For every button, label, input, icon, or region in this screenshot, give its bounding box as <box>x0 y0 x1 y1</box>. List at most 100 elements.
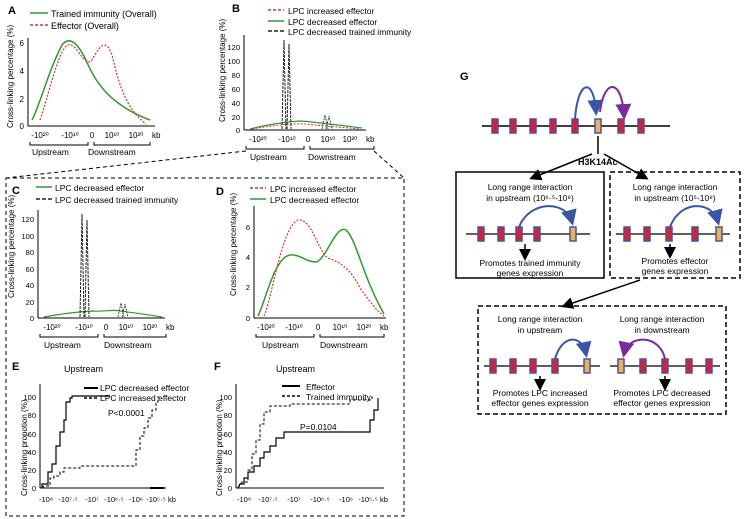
gene-block <box>665 226 673 242</box>
panel-f-trained-step <box>237 396 373 489</box>
panel-b-xtick: 10¹⁰ <box>321 135 336 144</box>
zoom-connector-left <box>5 150 247 179</box>
lpc-box: Long range interaction in upstream Promo… <box>477 305 727 415</box>
effector-box: Long range interaction in upstream (10⁵-… <box>609 171 741 279</box>
panel-b-legend-decreased: LPC decreased effector <box>288 17 377 27</box>
panel-a-trained-curve <box>31 40 151 121</box>
gene-block <box>571 118 579 134</box>
panel-f-xtick: -10⁶ <box>339 495 353 504</box>
panel-d-unit: kb <box>380 323 389 332</box>
panel-b: B LPC increased effector LPC decreased e… <box>218 3 412 162</box>
zoom-connector-right <box>373 150 405 179</box>
panel-b-region-downstream: Downstream <box>308 152 356 162</box>
panel-c-ytick: 60 <box>26 265 34 274</box>
gene-block <box>685 358 693 374</box>
gene-block <box>515 226 523 242</box>
effector-box-result-1: Promotes effector <box>642 256 709 266</box>
panel-f-effector-step <box>237 398 379 489</box>
panel-b-region-brackets <box>245 146 375 150</box>
panel-c-xtick: -10²⁰ <box>43 323 60 332</box>
h3k14ac-label: H3K14Ac <box>578 157 618 167</box>
panel-a-region-downstream: Downstream <box>88 147 136 157</box>
upstream-arc <box>518 205 577 228</box>
panel-b-ytick: 80 <box>232 71 240 80</box>
panel-e-xtick: -10⁷ <box>85 495 99 504</box>
panel-c-ytick: 0 <box>30 314 34 323</box>
lpc-right-title-2: in downstream <box>634 325 689 335</box>
panel-c-decreased-curve <box>43 309 163 318</box>
panel-a-xtick: 10¹⁰ <box>105 131 120 140</box>
panel-e-increased-step <box>41 396 159 489</box>
panel-f: F Upstream Cross-linking propotion (%) 0… <box>214 361 388 504</box>
panel-e-title: Upstream <box>64 364 103 374</box>
panel-e-xtick: -10⁷·⁵ <box>58 495 77 504</box>
enhancer-block <box>715 226 723 242</box>
gene-block <box>639 358 647 374</box>
panel-a: A Trained immunity (Overall) Effector (O… <box>6 5 161 157</box>
panel-c-xtick: 0 <box>104 323 109 332</box>
panel-d-ytick: 2 <box>246 283 250 292</box>
panel-f-ytick: 60 <box>224 430 232 439</box>
panel-a-legend-trained: Trained immunity (Overall) <box>51 9 157 19</box>
panel-e-ytick: 20 <box>28 466 36 475</box>
panel-b-decreased-curve <box>249 120 363 130</box>
lpc-left-title-2: in upstream <box>518 325 562 335</box>
panel-g: G H3K14Ac Long range interaction in upst… <box>455 71 741 415</box>
panel-a-ytick: 6 <box>20 39 25 48</box>
panel-d-region-upstream: Upstream <box>262 340 299 350</box>
lpc-right-result-1: Promotes LPC decreased <box>613 388 711 398</box>
panel-f-title: Upstream <box>276 364 315 374</box>
trained-box-title-1: Long range interaction <box>488 182 573 192</box>
trained-box-title-2: in upstream (10⁶·⁵-10⁸) <box>486 193 574 203</box>
panel-b-trained-spike <box>281 39 292 130</box>
panel-e: E Upstream Cross-linking propotion (%) 0… <box>12 361 189 504</box>
panel-e-pvalue: P<0.0001 <box>108 408 145 418</box>
panel-d-ytick: 4 <box>246 253 250 262</box>
lpc-box-border <box>477 305 727 415</box>
upstream-arc <box>574 86 604 120</box>
arrow-to-bottom-box <box>561 279 641 309</box>
panel-e-label: E <box>12 361 19 373</box>
panel-e-unit: kb <box>168 495 176 504</box>
panel-b-legend-trained: LPC decreased trained immunity <box>288 27 412 37</box>
panel-b-ytick: 120 <box>227 43 240 52</box>
panel-d-ytick: 0 <box>246 314 250 323</box>
panel-d-xtick: 10²⁰ <box>357 323 372 332</box>
enhancer-block <box>617 358 625 374</box>
gene-block <box>551 358 559 374</box>
panel-c-region-brackets <box>39 334 167 338</box>
panel-b-region-upstream: Upstream <box>250 152 287 162</box>
panel-b-unit: kb <box>366 135 375 144</box>
panel-c-ylabel: Cross-linking percentage (%) <box>7 195 16 298</box>
panel-c-unit: kb <box>166 323 175 332</box>
lpc-left-result-1: Promotes LPC increased <box>493 388 588 398</box>
panel-a-ylabel: Cross-linking percentage (%) <box>6 25 15 128</box>
panel-f-ylabel: Cross-linking propotion (%) <box>215 399 224 496</box>
panel-b-xtick: 10²⁰ <box>343 135 358 144</box>
panel-c-xtick: 10²⁰ <box>143 323 158 332</box>
gene-block <box>509 358 517 374</box>
panel-f-xtick: -10⁷·⁵ <box>258 495 277 504</box>
panel-c-ytick: 120 <box>21 215 34 224</box>
panel-g-label: G <box>460 71 469 83</box>
gene-block <box>617 118 625 134</box>
effector-box-result-2: genes expression <box>642 266 709 276</box>
enhancer-block <box>583 358 591 374</box>
panel-a-ytick: 4 <box>20 67 25 76</box>
panel-a-xtick: 10²⁰ <box>129 131 144 140</box>
panel-b-ytick: 60 <box>232 85 240 94</box>
panel-b-ylabel: Cross-linking percentage (%) <box>218 19 227 122</box>
zoom-box <box>5 177 405 517</box>
panel-d-increased-curve <box>263 219 385 317</box>
panel-b-ytick: 0 <box>236 126 240 135</box>
panel-e-xtick: -10⁵·⁵ <box>146 495 166 504</box>
panel-c-ytick: 20 <box>26 298 34 307</box>
gene-block <box>509 118 517 134</box>
panel-e-decreased-step <box>41 395 110 488</box>
panel-e-xtick: -10⁶·⁵ <box>104 495 124 504</box>
gene-block <box>529 118 537 134</box>
gene-block <box>529 358 537 374</box>
panel-d-ytick: 6 <box>246 223 250 232</box>
panel-c-region-upstream: Upstream <box>44 340 81 350</box>
